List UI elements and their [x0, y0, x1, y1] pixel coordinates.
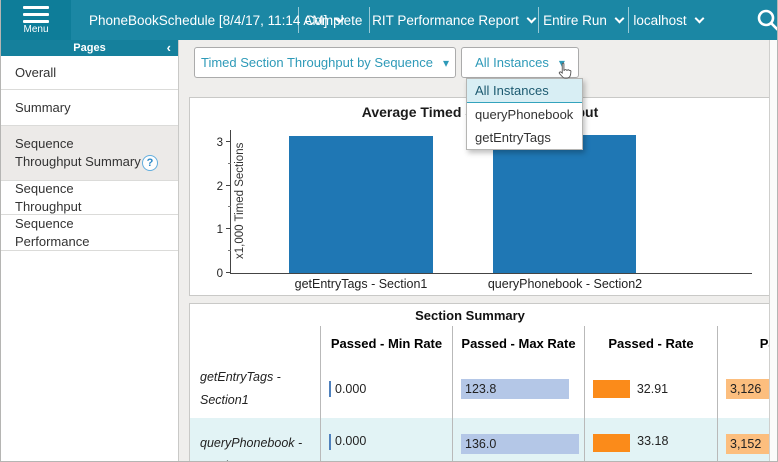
x-tick-label: queryPhonebook - Section2: [487, 277, 643, 291]
data-bar: [593, 380, 630, 398]
y-tick-label: 1: [216, 224, 223, 237]
instance-dropdown-menu: All Instances queryPhonebook getEntryTag…: [466, 78, 583, 150]
data-bar: 123.8: [461, 379, 569, 399]
hamburger-icon: [23, 5, 49, 23]
instance-dropdown[interactable]: All Instances ▾: [461, 47, 579, 78]
data-bar: [329, 381, 331, 397]
menu-item-queryphonebook[interactable]: queryPhonebook: [467, 103, 582, 126]
top-bar: Menu PhoneBookSchedule [8/4/17, 11:14 AM…: [1, 0, 777, 40]
y-tick-label: 0: [216, 268, 223, 280]
sidebar-item-sequence-throughput[interactable]: Sequence Throughput: [1, 181, 178, 215]
y-tick-mark: [226, 184, 231, 186]
report-selector[interactable]: RIT Performance Report: [369, 0, 538, 40]
pages-header: Pages ‹: [1, 40, 178, 56]
divider: [628, 7, 629, 33]
data-bar: 3,152: [726, 434, 770, 454]
menu-label: Menu: [23, 23, 49, 35]
y-tick-mark: [226, 140, 231, 142]
table-cell-max-rate: 123.8: [452, 360, 584, 418]
instance-label: All Instances: [475, 55, 549, 70]
data-bar: 3,126: [726, 379, 770, 399]
host-label: localhost: [633, 12, 687, 28]
schedule-label: PhoneBookSchedule [8/4/17, 11:14 AM]: [89, 12, 328, 28]
table-cell-min-rate: 0.000: [320, 418, 452, 461]
chevron-down-icon: [614, 13, 625, 23]
y-tick-minor-mark: [228, 162, 231, 164]
report-label: RIT Performance Report: [372, 12, 519, 28]
menu-button[interactable]: Menu: [1, 0, 71, 40]
table-cell-passed: 3,126: [717, 360, 770, 418]
chevron-down-icon: [694, 13, 705, 23]
y-tick-mark: [226, 228, 231, 230]
bar-queryphonebook-section2: [493, 135, 636, 273]
table-row-label: queryPhonebook - Section2: [190, 418, 320, 461]
data-bar: [593, 434, 631, 452]
y-tick-label: 3: [216, 136, 223, 149]
host-selector[interactable]: localhost: [628, 0, 708, 40]
caret-down-icon: ▾: [558, 55, 565, 70]
chevron-down-icon: [526, 13, 537, 23]
table-cell-rate: 32.91: [584, 360, 717, 418]
search-icon[interactable]: [756, 8, 777, 34]
run-selector[interactable]: Entire Run: [538, 0, 628, 40]
collapse-sidebar-icon[interactable]: ‹: [166, 40, 171, 55]
y-tick-mark: [226, 272, 231, 273]
column-header-min-rate: Passed - Min Rate: [320, 326, 452, 360]
column-header-rate: Passed - Rate: [584, 326, 717, 360]
column-header-blank: [190, 326, 320, 360]
y-axis-label: x1,000 Timed Sections: [234, 142, 246, 260]
divider: [369, 7, 370, 33]
help-icon[interactable]: ?: [142, 155, 158, 171]
table-row-label: getEntryTags - Section1: [190, 360, 320, 418]
table-cell-max-rate: 136.0: [452, 418, 584, 461]
menu-item-getentrytags[interactable]: getEntryTags: [467, 126, 582, 149]
column-header-passed: Passed: [717, 326, 770, 360]
schedule-selector[interactable]: PhoneBookSchedule [8/4/17, 11:14 AM]: [89, 0, 345, 40]
table-title: Section Summary: [415, 308, 525, 323]
table-cell-passed: 3,152: [717, 418, 770, 461]
divider: [298, 7, 299, 33]
divider: [538, 7, 539, 33]
y-tick-minor-mark: [228, 250, 231, 252]
caret-down-icon: ▾: [442, 55, 449, 70]
view-type-label: Timed Section Throughput by Sequence: [200, 55, 433, 70]
sidebar-item-summary[interactable]: Summary: [1, 90, 178, 126]
table-cell-rate: 33.18: [584, 418, 717, 461]
x-tick-label: getEntryTags - Section1: [294, 277, 428, 291]
run-label: Entire Run: [543, 12, 607, 28]
pages-sidebar: Pages ‹ Overall Summary Sequence Through…: [1, 40, 179, 461]
table-cell-min-rate: 0.000: [320, 360, 452, 418]
status-complete: Complete: [304, 12, 363, 28]
bar-getentrytags-section1: [289, 136, 433, 273]
data-bar: 136.0: [461, 434, 580, 454]
y-tick-label: 2: [216, 180, 223, 193]
chart-plot-area: 0 1 2 3 x1,000 Timed Sections getEntryTags …: [217, 130, 752, 291]
sidebar-item-overall[interactable]: Overall: [1, 56, 178, 90]
view-type-dropdown[interactable]: Timed Section Throughput by Sequence ▾: [194, 47, 456, 78]
section-summary-table: Passed - Min Rate Passed - Max Rate Pass…: [190, 326, 770, 461]
menu-item-all-instances[interactable]: All Instances: [467, 79, 582, 103]
sidebar-item-sequence-performance[interactable]: Sequence Performance: [1, 215, 178, 251]
scrollbar-track[interactable]: [769, 40, 777, 461]
data-bar: [329, 434, 331, 450]
column-header-max-rate: Passed - Max Rate: [452, 326, 584, 360]
y-tick-minor-mark: [228, 206, 231, 208]
section-summary-panel: Section Summary Passed - Min Rate Passed…: [189, 303, 771, 461]
sidebar-item-sequence-throughput-summary[interactable]: Sequence Throughput Summary ?: [1, 126, 178, 181]
